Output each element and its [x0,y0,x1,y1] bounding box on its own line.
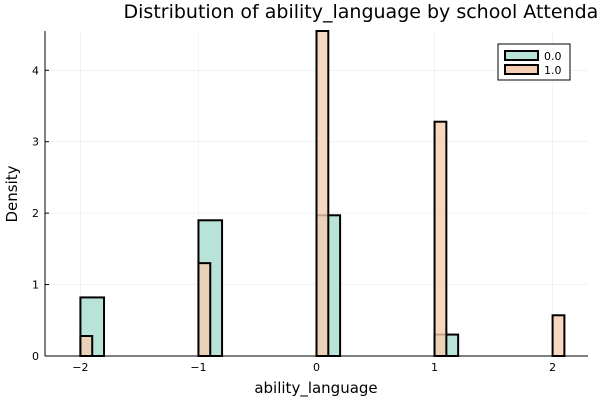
y-axis-label: Density [3,165,21,222]
legend-label-0: 0.0 [544,50,562,63]
bar-series-1-bin-8 [551,314,566,357]
bar-series-1-bin-6 [433,120,448,358]
bar-series-1-bin-4 [315,30,330,357]
legend-swatch-1 [504,64,539,75]
x-tick-label: −2 [72,361,88,374]
legend-swatch-0 [504,50,539,61]
y-tick-label: 4 [32,64,39,77]
bars [79,30,566,358]
x-tick-label: 0 [313,361,320,374]
tick-labels: −2 −1 0 1 2 0 1 2 3 4 [32,64,556,374]
x-axis-label: ability_language [254,379,377,398]
bar-series-1-bin-0 [79,335,94,357]
legend: 0.01.0 [497,43,571,81]
y-tick-label: 1 [32,279,39,292]
legend-label-1: 1.0 [544,64,562,77]
x-tick-label: 2 [549,361,556,374]
chart-title: Distribution of ability_language by scho… [124,1,600,23]
bar-series-1-bin-2 [197,262,212,357]
axes [44,31,588,357]
y-tick-label: 3 [32,136,39,149]
x-tick-label: −1 [190,361,206,374]
y-tick-label: 0 [32,350,39,363]
y-tick-label: 2 [32,207,39,220]
x-tick-label: 1 [431,361,438,374]
